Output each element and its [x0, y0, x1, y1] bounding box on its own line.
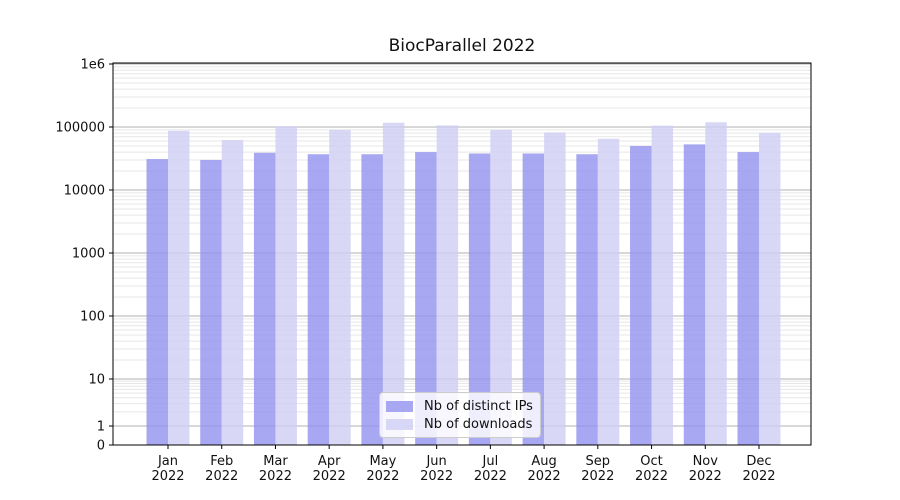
x-tick-label: Feb 2022 — [205, 454, 238, 484]
y-tick-label: 1 — [97, 420, 105, 435]
legend-swatch-downloads — [386, 418, 413, 430]
bar-downloads-jun — [436, 125, 459, 445]
x-tick-label: Dec 2022 — [742, 454, 775, 484]
legend-swatch-distinct-ips — [386, 400, 413, 412]
chart-title: BiocParallel 2022 — [388, 36, 536, 56]
bar-distinct-ips-may — [361, 154, 383, 445]
bar-distinct-ips-jun — [415, 152, 437, 445]
bar-downloads-apr — [329, 129, 351, 445]
x-tick-label: Jun 2022 — [420, 454, 453, 484]
y-tick-label: 100 — [80, 310, 105, 325]
bar-downloads-aug — [544, 132, 566, 445]
y-tick-label: 0 — [97, 439, 105, 454]
x-tick-label: Sep 2022 — [581, 454, 614, 484]
x-tick-label: Aug 2022 — [528, 454, 561, 484]
legend-label-downloads: Nb of downloads — [424, 416, 533, 432]
bar-distinct-ips-mar — [253, 152, 276, 445]
bar-distinct-ips-apr — [307, 154, 330, 445]
bar-downloads-mar — [275, 126, 297, 445]
legend-label-distinct-ips: Nb of distinct IPs — [424, 398, 533, 414]
legend-row-downloads: Nb of downloads — [386, 415, 534, 433]
y-tick-label: 10 — [88, 373, 105, 388]
bar-distinct-ips-nov — [683, 144, 706, 446]
axes-frame — [112, 62, 812, 446]
y-tick-label: 1e6 — [80, 58, 105, 73]
legend: Nb of distinct IPs Nb of downloads — [379, 392, 541, 438]
bar-downloads-dec — [759, 132, 781, 445]
bar-downloads-may — [382, 122, 405, 446]
x-tick-label: Mar 2022 — [259, 454, 292, 484]
bar-downloads-jan — [168, 130, 190, 445]
x-tick-label: May 2022 — [366, 454, 399, 484]
bar-downloads-feb — [221, 140, 244, 445]
x-tick-label: Oct 2022 — [635, 454, 668, 484]
x-tick-label: Nov 2022 — [689, 454, 722, 484]
y-tick-label: 10000 — [64, 184, 105, 199]
bar-distinct-ips-dec — [737, 152, 759, 445]
bar-downloads-oct — [651, 125, 674, 446]
bar-distinct-ips-aug — [522, 153, 545, 445]
bar-distinct-ips-oct — [630, 145, 652, 445]
x-tick-label: Apr 2022 — [313, 454, 346, 484]
bar-distinct-ips-sep — [576, 154, 598, 445]
bar-distinct-ips-feb — [200, 159, 222, 446]
bar-distinct-ips-jan — [146, 159, 168, 445]
bar-downloads-sep — [597, 138, 620, 446]
y-tick-label: 1000 — [72, 247, 105, 262]
legend-row-distinct-ips: Nb of distinct IPs — [386, 397, 534, 415]
y-tick-label: 100000 — [55, 121, 105, 136]
x-tick-label: Jul 2022 — [474, 454, 507, 484]
x-tick-label: Jan 2022 — [151, 454, 184, 484]
bar-downloads-jul — [490, 129, 512, 445]
bar-downloads-nov — [705, 122, 727, 445]
bar-distinct-ips-jul — [468, 153, 491, 445]
